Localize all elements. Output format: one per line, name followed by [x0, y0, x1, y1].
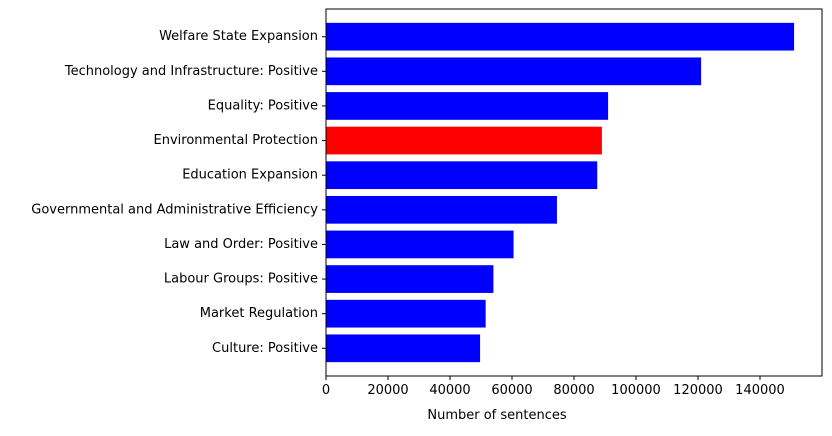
x-tick-label: 40000	[429, 383, 470, 398]
plot-frame	[325, 8, 823, 377]
bar-equality-positive	[326, 92, 609, 120]
y-tick-label: Governmental and Administrative Efficien…	[31, 202, 318, 217]
bar-culture-positive	[326, 334, 481, 363]
x-tick-label: 20000	[367, 383, 408, 398]
bar-law-and-order-positive	[326, 230, 514, 259]
x-tick-labels: 0 20000 40000 60000 80000 100000 120000 140000	[322, 376, 785, 398]
x-tick-label: 80000	[553, 383, 594, 398]
y-tick-label: Culture: Positive	[212, 341, 318, 356]
y-tick-label: Environmental Protection	[154, 133, 319, 148]
x-tick-label: 140000	[735, 383, 785, 398]
bar-labour-groups-positive	[326, 265, 494, 293]
y-tick-label: Equality: Positive	[208, 98, 318, 113]
bar-market-regulation	[326, 299, 486, 328]
bars-group	[326, 22, 795, 363]
y-tick-label: Law and Order: Positive	[164, 237, 318, 252]
y-tick-label: Market Regulation	[200, 306, 318, 321]
bar-education-expansion	[326, 161, 598, 190]
x-tick-label: 0	[322, 383, 330, 398]
bar-welfare-state-expansion	[326, 22, 795, 51]
bar-environmental-protection	[326, 126, 602, 155]
x-axis-label: Number of sentences	[427, 408, 567, 423]
x-tick-label: 60000	[491, 383, 532, 398]
x-tick-label: 100000	[611, 383, 661, 398]
bar-technology-and-infrastructure-positive	[326, 57, 702, 86]
y-tick-label: Labour Groups: Positive	[164, 272, 318, 287]
x-tick-label: 120000	[673, 383, 723, 398]
y-tick-label: Technology and Infrastructure: Positive	[64, 64, 318, 79]
y-tick-label: Education Expansion	[182, 168, 318, 183]
y-tick-label: Welfare State Expansion	[159, 29, 318, 44]
y-tick-labels: Welfare State Expansion Technology and In…	[31, 29, 326, 356]
bar-governmental-and-administrative-efficiency	[326, 195, 557, 224]
